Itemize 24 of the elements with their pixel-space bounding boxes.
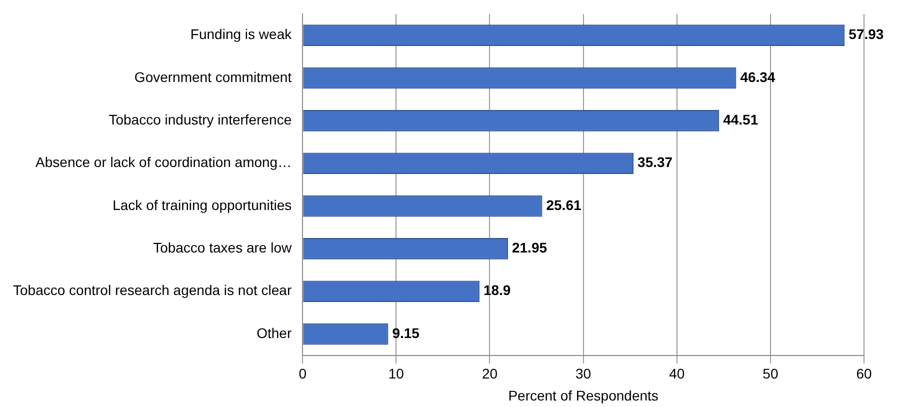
data-label: 57.93	[848, 26, 884, 42]
x-tick-label: 50	[762, 366, 778, 382]
x-tick-label: 20	[482, 366, 498, 382]
data-label: 35.37	[638, 154, 673, 170]
y-tick-label: Lack of training opportunities	[112, 196, 292, 213]
data-label: 25.61	[546, 196, 582, 213]
x-tick-label: 60	[856, 366, 872, 382]
y-tick-label: Absence or lack of coordination among…	[36, 154, 292, 170]
data-label: 9.15	[392, 324, 420, 341]
data-label: 44.51	[723, 112, 758, 128]
y-tick-label: Tobacco control research agenda is not clear	[12, 282, 292, 298]
x-tick-label: 0	[298, 366, 307, 382]
x-tick-label: 30	[576, 366, 592, 382]
data-label: 21.95	[512, 240, 548, 256]
x-tick-label: 10	[388, 366, 404, 382]
y-tick-label: Other	[256, 324, 292, 341]
y-tick-label: Funding is weak	[190, 26, 293, 42]
x-axis-title: Percent of Respondents	[508, 387, 658, 404]
y-tick-label: Tobacco industry interference	[108, 112, 292, 128]
data-label: 18.9	[483, 282, 511, 298]
y-tick-label: Tobacco taxes are low	[153, 240, 292, 256]
x-tick-label: 40	[669, 366, 685, 382]
y-tick-label: Government commitment	[134, 68, 292, 85]
data-label: 46.34	[740, 68, 776, 85]
